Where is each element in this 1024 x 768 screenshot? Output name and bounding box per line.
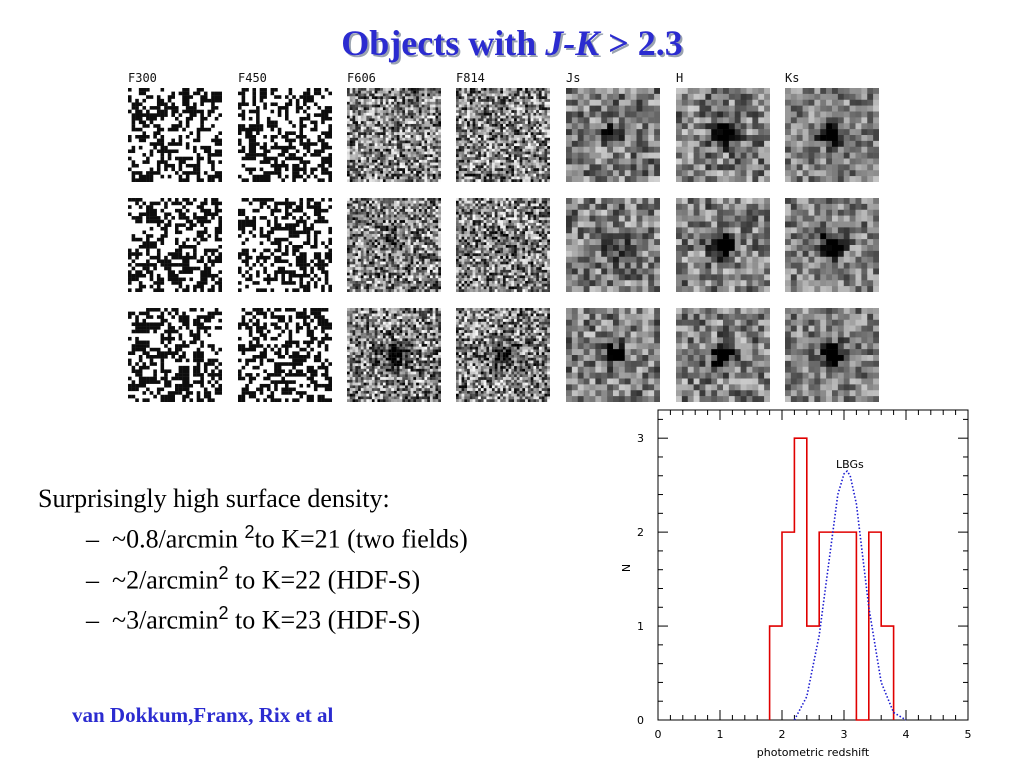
title-italic: J-K bbox=[545, 23, 600, 63]
y-tick-label: 1 bbox=[637, 620, 644, 633]
cutout-f814-row3 bbox=[456, 308, 550, 402]
bullet-superscript: 2 bbox=[218, 603, 229, 624]
bullet-superscript: 2 bbox=[244, 522, 255, 542]
bullet-text-end: to K=22 (HDF-S) bbox=[228, 565, 421, 595]
bullet-text: ~3/arcmin bbox=[112, 605, 219, 635]
cutout-f606-row2 bbox=[347, 198, 441, 292]
cutout-h-row1 bbox=[676, 88, 770, 182]
band-label-h: H bbox=[676, 71, 684, 85]
title-prefix: Objects with bbox=[341, 23, 546, 63]
bullet-dash: – bbox=[86, 565, 99, 595]
cutout-h-row2 bbox=[676, 198, 770, 292]
y-tick-label: 0 bbox=[637, 714, 644, 727]
x-tick-label: 0 bbox=[655, 728, 662, 741]
image-cutout-grid: F300 F450 F606 F814 Js H Ks bbox=[122, 68, 896, 430]
lbg-series-label: LBGs bbox=[836, 458, 864, 471]
redshift-histogram-chart: 0 1 2 3 4 5 0 1 2 3 LBGs photometric redshift N bbox=[620, 409, 972, 759]
cutout-f450-row3 bbox=[238, 308, 332, 402]
title-suffix: > 2.3 bbox=[599, 23, 683, 63]
cutout-f300-row1 bbox=[128, 88, 222, 182]
bullet-text: ~2/arcmin bbox=[112, 565, 219, 595]
bullet-item: – ~0.8/arcmin 2to K=21 (two fields) bbox=[86, 522, 468, 555]
x-tick-label: 3 bbox=[841, 728, 848, 741]
plot-frame bbox=[657, 409, 969, 721]
y-tick-labels: 0 1 2 3 bbox=[637, 432, 644, 727]
slide-title: Objects with J-K > 2.3 bbox=[0, 22, 1024, 64]
cutout-ks-row1 bbox=[785, 88, 879, 182]
axis-ticks bbox=[657, 410, 969, 721]
cutout-f606-row1 bbox=[347, 88, 441, 182]
x-tick-label: 4 bbox=[903, 728, 910, 741]
cutout-f450-row2 bbox=[238, 198, 332, 292]
band-label-f606: F606 bbox=[347, 71, 376, 85]
y-axis-label: N bbox=[620, 564, 633, 572]
bullet-dash: – bbox=[86, 524, 99, 554]
bullet-lead: Surprisingly high surface density: bbox=[38, 484, 390, 513]
bullet-text-end: to K=21 (two fields) bbox=[254, 524, 468, 554]
bullet-list: Surprisingly high surface density: – ~0.… bbox=[38, 484, 468, 644]
x-tick-label: 1 bbox=[717, 728, 724, 741]
band-label-f300: F300 bbox=[128, 71, 157, 85]
x-tick-labels: 0 1 2 3 4 5 bbox=[655, 728, 972, 741]
y-tick-label: 2 bbox=[637, 526, 644, 539]
bullet-item: – ~2/arcmin2 to K=22 (HDF-S) bbox=[86, 563, 468, 596]
cutout-f300-row2 bbox=[128, 198, 222, 292]
cutout-f300-row3 bbox=[128, 308, 222, 402]
cutout-h-row3 bbox=[676, 308, 770, 402]
band-label-ks: Ks bbox=[785, 71, 800, 85]
histogram-series bbox=[768, 437, 895, 721]
band-label-f814: F814 bbox=[456, 71, 485, 85]
cutout-js-row3 bbox=[566, 308, 660, 402]
cutout-f450-row1 bbox=[238, 88, 332, 182]
lbg-curve-series bbox=[793, 469, 907, 721]
bullet-text-end: to K=23 (HDF-S) bbox=[228, 605, 421, 635]
x-axis-label: photometric redshift bbox=[757, 746, 870, 759]
bullet-dash: – bbox=[86, 605, 99, 635]
cutout-ks-row2 bbox=[785, 198, 879, 292]
cutout-f814-row2 bbox=[456, 198, 550, 292]
x-tick-label: 2 bbox=[779, 728, 786, 741]
cutout-js-row1 bbox=[566, 88, 660, 182]
cutout-ks-row3 bbox=[785, 308, 879, 402]
band-label-js: Js bbox=[566, 71, 581, 85]
bullet-superscript: 2 bbox=[218, 562, 229, 583]
author-credit: van Dokkum,Franx, Rix et al bbox=[72, 703, 334, 727]
x-tick-label: 5 bbox=[965, 728, 972, 741]
bullet-text: ~0.8/arcmin bbox=[112, 524, 245, 554]
cutout-f606-row3 bbox=[347, 308, 441, 402]
cutout-js-row2 bbox=[566, 198, 660, 292]
band-label-f450: F450 bbox=[238, 71, 267, 85]
cutout-f814-row1 bbox=[456, 88, 550, 182]
bullet-item: – ~3/arcmin2 to K=23 (HDF-S) bbox=[86, 603, 468, 636]
y-tick-label: 3 bbox=[637, 432, 644, 445]
